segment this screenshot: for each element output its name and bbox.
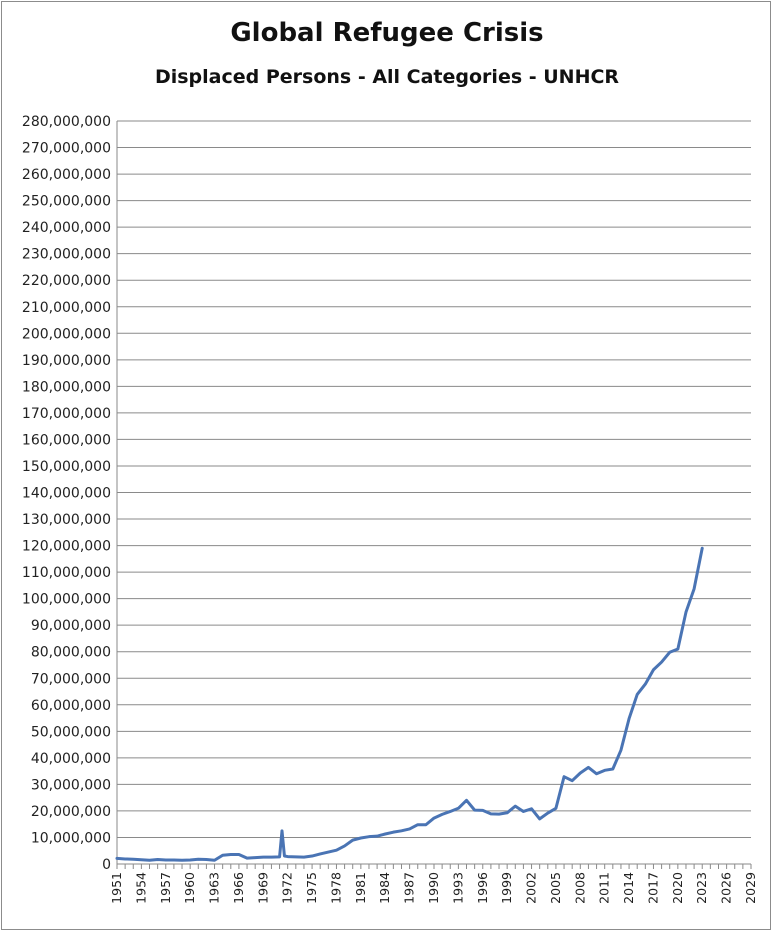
x-tick-label: 2023 (694, 872, 709, 904)
x-tick-label: 2017 (645, 872, 660, 904)
x-tick-label: 1975 (304, 872, 319, 904)
y-tick-label: 20,000,000 (31, 804, 111, 820)
x-tick-label: 2014 (621, 872, 636, 904)
y-tick-label: 170,000,000 (22, 406, 111, 422)
y-tick-label: 280,000,000 (22, 114, 111, 130)
x-tick-label: 1996 (475, 872, 490, 904)
y-tick-label: 40,000,000 (31, 751, 111, 767)
chart-subtitle: Displaced Persons - All Categories - UNH… (154, 66, 620, 88)
x-tick-label: 2020 (670, 872, 685, 904)
y-tick-label: 150,000,000 (22, 459, 111, 475)
y-tick-label: 10,000,000 (31, 830, 111, 846)
chart-title: Global Refugee Crisis (230, 18, 544, 48)
y-tick-label: 30,000,000 (31, 777, 111, 793)
x-tick-label: 2005 (548, 872, 563, 904)
y-tick-label: 200,000,000 (22, 326, 111, 342)
x-tick-label: 2029 (743, 872, 758, 904)
x-tick-label: 1951 (109, 872, 124, 904)
y-axis-ticks: 0 10,000,000 20,000,000 30,000,000 40,000,00… (22, 114, 111, 873)
x-tick-label: 1990 (426, 872, 441, 904)
y-tick-label: 120,000,000 (22, 539, 111, 555)
y-tick-label: 240,000,000 (22, 220, 111, 236)
y-tick-label: 90,000,000 (31, 618, 111, 634)
x-tick-label: 1966 (231, 872, 246, 904)
y-tick-label: 180,000,000 (22, 379, 111, 395)
axes (116, 121, 752, 869)
y-tick-label: 160,000,000 (22, 432, 111, 448)
y-tick-label: 60,000,000 (31, 698, 111, 714)
series-group (115, 546, 704, 862)
y-tick-label: 250,000,000 (22, 194, 111, 210)
x-tick-label: 2002 (524, 872, 539, 904)
y-tick-label: 260,000,000 (22, 167, 111, 183)
y-tick-label: 130,000,000 (22, 512, 111, 528)
y-tick-label: 210,000,000 (22, 300, 111, 316)
y-tick-label: 110,000,000 (22, 565, 111, 581)
y-tick-label: 80,000,000 (31, 645, 111, 661)
y-tick-label: 220,000,000 (22, 273, 111, 289)
x-tick-label: 1957 (158, 872, 173, 904)
x-tick-label: 1969 (255, 872, 270, 904)
x-tick-label: 2026 (719, 872, 734, 904)
x-tick-label: 1981 (353, 872, 368, 904)
x-axis-ticks: 1951 1954 1957 1960 1963 1966 1969 1972 1975 1978… (109, 872, 758, 904)
x-tick-label: 1972 (280, 872, 295, 904)
x-tick-label: 1987 (402, 872, 417, 904)
x-tick-label: 1954 (133, 872, 148, 904)
x-tick-label: 1978 (328, 872, 343, 904)
y-tick-label: 0 (102, 857, 111, 873)
x-tick-label: 1963 (207, 872, 222, 904)
x-tick-label: 2008 (572, 872, 587, 904)
y-tick-label: 190,000,000 (22, 353, 111, 369)
y-tick-label: 100,000,000 (22, 592, 111, 608)
x-tick-label: 1960 (182, 872, 197, 904)
y-tick-label: 70,000,000 (31, 671, 111, 687)
gridlines (117, 120, 751, 838)
x-tick-label: 1984 (377, 872, 392, 904)
x-tick-label: 1993 (450, 872, 465, 904)
x-tick-label: 2011 (597, 872, 612, 904)
y-tick-label: 270,000,000 (22, 141, 111, 157)
x-tick-label: 1999 (499, 872, 514, 904)
y-tick-label: 140,000,000 (22, 486, 111, 502)
series-line (115, 546, 704, 862)
y-tick-label: 230,000,000 (22, 247, 111, 263)
y-tick-label: 50,000,000 (31, 724, 111, 740)
